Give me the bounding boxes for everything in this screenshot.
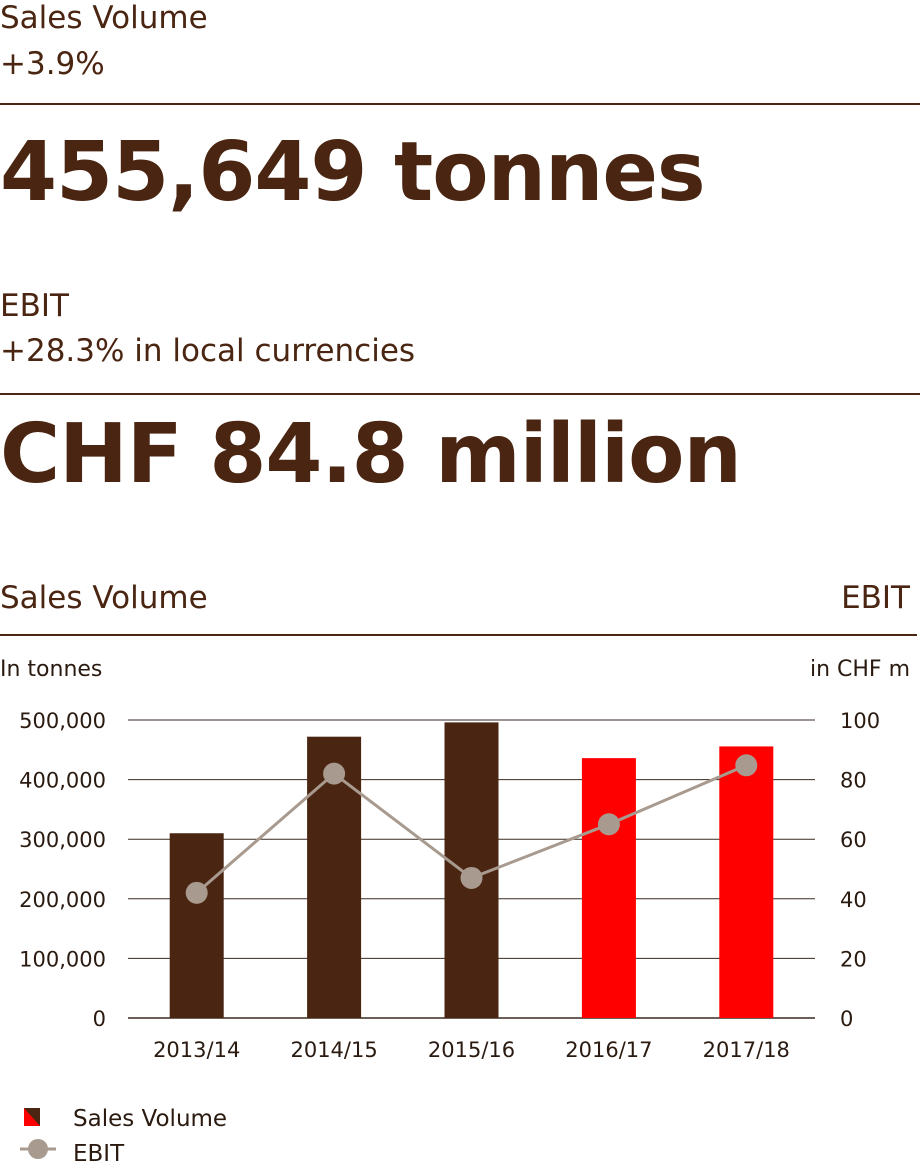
y-tick-label-right: 20	[840, 947, 867, 971]
y-tick-label-left: 500,000	[19, 709, 106, 733]
ebit-value: CHF 84.8 million	[0, 407, 742, 502]
ebit-point	[323, 762, 346, 785]
ebit-point	[735, 754, 758, 777]
ebit-label: EBIT	[0, 288, 69, 324]
ebit-point	[185, 881, 208, 904]
y-tick-label-left: 100,000	[19, 947, 106, 971]
x-tick-label: 2013/14	[153, 1038, 240, 1062]
sales-volume-change: +3.9%	[0, 46, 105, 82]
chart-header-right: EBIT	[841, 580, 910, 616]
y-tick-label-right: 0	[840, 1007, 853, 1031]
x-tick-label: 2015/16	[428, 1038, 515, 1062]
y-tick-label-right: 60	[840, 828, 867, 852]
divider	[0, 393, 920, 395]
sales-volume-value: 455,649 tonnes	[0, 125, 706, 220]
chart-header-left: Sales Volume	[0, 580, 208, 616]
y-tick-label-right: 40	[840, 888, 867, 912]
legend-swatch-ebit-marker	[28, 1139, 48, 1159]
ebit-change: +28.3% in local currencies	[0, 333, 416, 369]
y-tick-label-right: 80	[840, 769, 867, 793]
y-tick-label-left: 0	[93, 1007, 106, 1031]
ebit-point	[460, 866, 483, 889]
y-tick-label-left: 200,000	[19, 888, 106, 912]
x-tick-label: 2014/15	[290, 1038, 377, 1062]
sales-volume-label: Sales Volume	[0, 0, 208, 36]
y-tick-label-left: 300,000	[19, 828, 106, 852]
x-tick-label: 2016/17	[565, 1038, 652, 1062]
left-axis-unit: In tonnes	[0, 657, 103, 682]
bar-sales-volume	[169, 833, 224, 1018]
divider	[0, 103, 920, 105]
legend-label-sales-volume: Sales Volume	[73, 1106, 227, 1132]
legend-label-ebit: EBIT	[73, 1141, 125, 1167]
y-tick-label-right: 100	[840, 709, 880, 733]
y-tick-label-left: 400,000	[19, 769, 106, 793]
bar-sales-volume	[581, 758, 636, 1018]
x-tick-label: 2017/18	[703, 1038, 790, 1062]
bar-sales-volume	[719, 746, 774, 1018]
right-axis-unit: in CHF m	[809, 657, 910, 682]
ebit-point	[597, 813, 620, 836]
divider	[0, 634, 917, 636]
legend-swatch-sales-volume-brown	[24, 1108, 40, 1126]
